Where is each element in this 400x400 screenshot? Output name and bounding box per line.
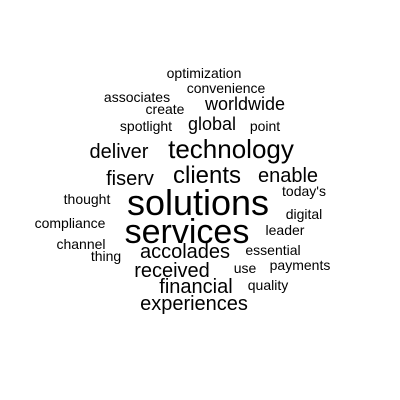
word-spotlight: spotlight	[119, 118, 173, 134]
word-payments: payments	[269, 257, 331, 273]
word-thing: thing	[90, 248, 122, 264]
word-use: use	[233, 260, 257, 276]
word-enable: enable	[257, 165, 319, 187]
word-fiserv: fiserv	[106, 168, 154, 190]
word-optimization: optimization	[166, 65, 242, 81]
word-technology: technology	[168, 134, 294, 164]
word-quality: quality	[247, 277, 289, 293]
word-worldwide: worldwide	[204, 94, 286, 114]
word-leader: leader	[265, 222, 305, 238]
word-financial: financial	[159, 276, 233, 298]
word-point: point	[249, 118, 281, 134]
word-received: received	[134, 260, 210, 282]
word-compliance: compliance	[34, 215, 106, 231]
word-services: services	[124, 213, 250, 251]
word-channel: channel	[56, 236, 106, 252]
word-experiences: experiences	[140, 293, 248, 315]
word-thought: thought	[63, 191, 111, 207]
word-create: create	[145, 101, 185, 117]
word-essential: essential	[245, 242, 301, 258]
word-associates: associates	[103, 89, 171, 105]
word-deliver: deliver	[89, 141, 149, 163]
word-todays: today's	[282, 183, 326, 199]
word-convenience: convenience	[186, 80, 266, 96]
word-global: global	[187, 114, 237, 134]
word-clients: clients	[172, 162, 242, 189]
word-digital: digital	[285, 206, 323, 222]
word-solutions: solutions	[126, 182, 270, 223]
word-accolades: accolades	[139, 241, 231, 263]
